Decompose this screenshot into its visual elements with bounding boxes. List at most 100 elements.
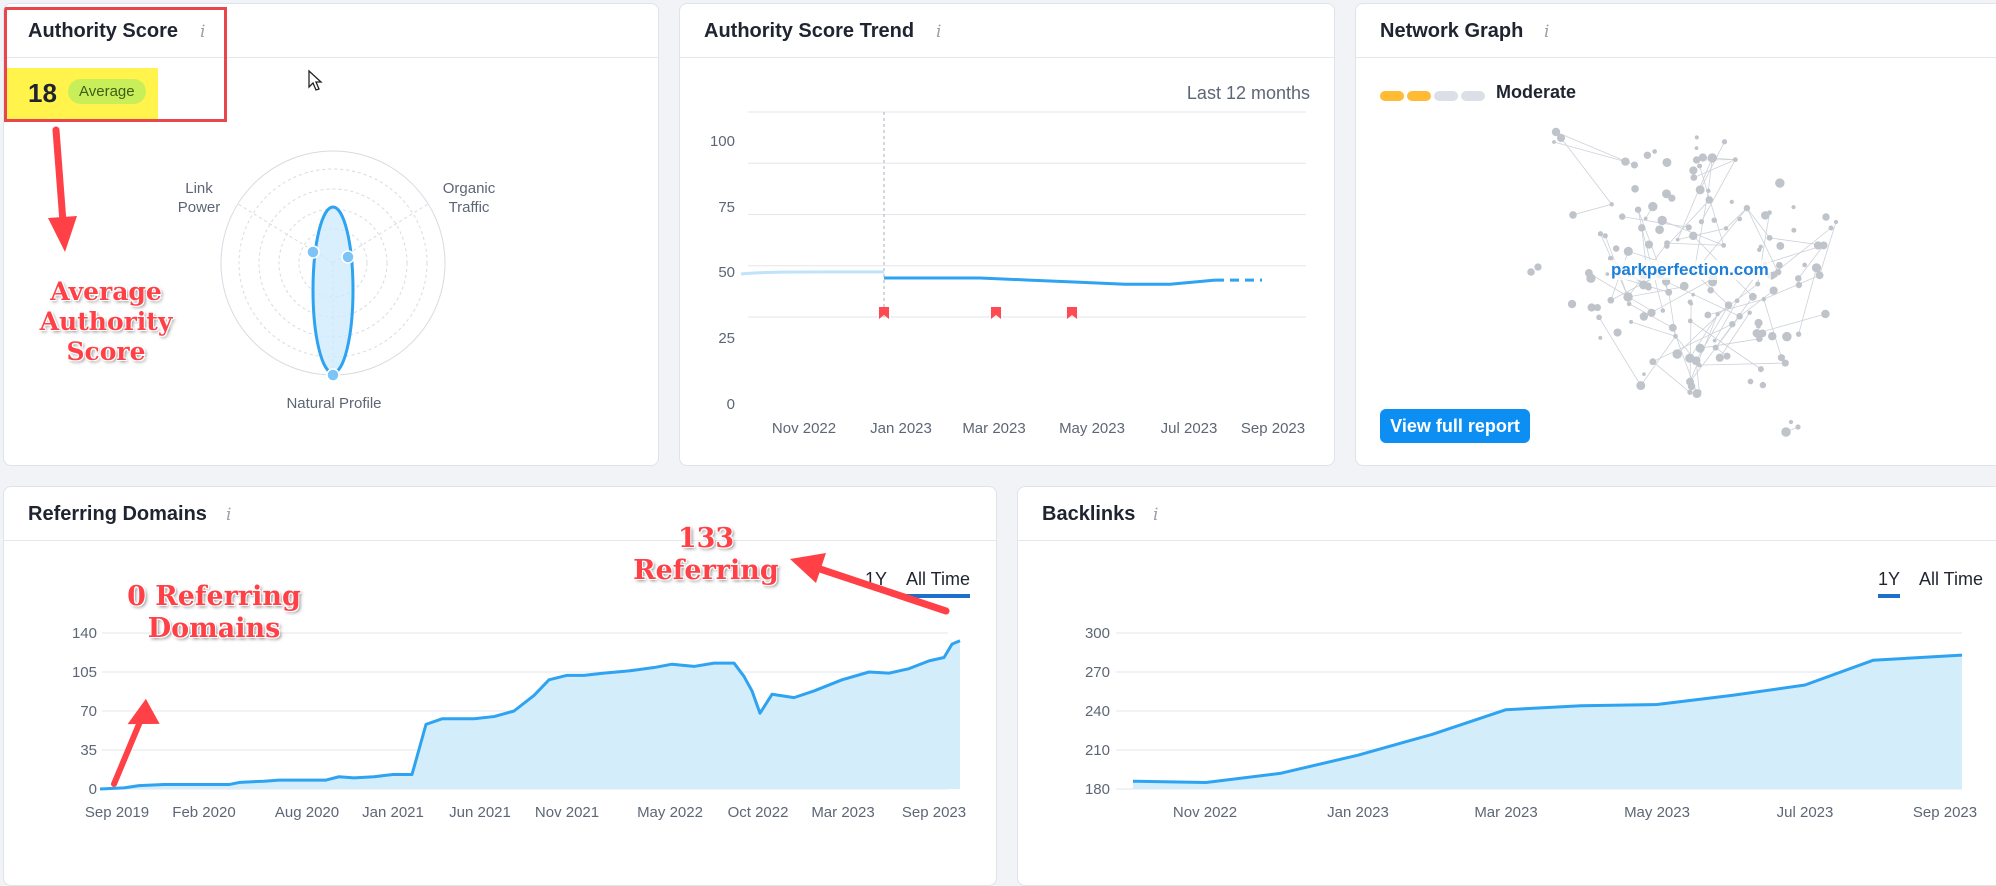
network-edge bbox=[1572, 203, 1612, 216]
range-tab-all-time[interactable]: All Time bbox=[906, 569, 971, 598]
network-node bbox=[1771, 271, 1778, 278]
x-tick: Mar 2023 bbox=[962, 420, 1025, 437]
network-node bbox=[1723, 226, 1729, 231]
backlinks-header: Backlinks i bbox=[1018, 487, 1996, 541]
network-node bbox=[1689, 301, 1694, 306]
annotation-line: Average bbox=[50, 277, 162, 306]
range-tab-1y[interactable]: 1Y bbox=[1878, 569, 1901, 598]
network-node bbox=[1795, 331, 1802, 337]
network-node bbox=[1721, 243, 1727, 248]
network-node bbox=[1758, 329, 1767, 338]
network-node bbox=[1623, 292, 1633, 302]
network-node bbox=[1732, 157, 1738, 163]
y-tick: 240 bbox=[1085, 703, 1110, 720]
backlinks-card: Backlinks i 1Y All Time 300 270 240 210 … bbox=[1017, 486, 1996, 886]
network-graph-card: Network Graph i Moderate parkperfection.… bbox=[1355, 3, 1996, 466]
network-node bbox=[1623, 246, 1633, 256]
average-authority-annotation: Average Authority Score bbox=[26, 277, 186, 367]
authority-trend-title: Authority Score Trend bbox=[704, 20, 915, 42]
y-tick: 25 bbox=[718, 330, 735, 347]
network-node bbox=[1597, 231, 1604, 237]
network-node bbox=[1705, 196, 1714, 204]
network-node bbox=[1552, 140, 1556, 144]
network-node bbox=[1649, 358, 1657, 366]
network-node bbox=[1757, 366, 1764, 373]
network-node bbox=[1643, 216, 1648, 221]
info-icon[interactable]: i bbox=[1153, 505, 1159, 525]
network-node bbox=[1626, 301, 1632, 307]
range-tab-all-time[interactable]: All Time bbox=[1919, 569, 1984, 589]
network-edge bbox=[1797, 245, 1824, 279]
network-domain-label[interactable]: parkperfection.com bbox=[1609, 260, 1771, 280]
radar-label-traffic: Traffic bbox=[449, 199, 490, 216]
network-edge bbox=[1756, 313, 1826, 334]
backlinks-title: Backlinks bbox=[1042, 503, 1136, 525]
annotation-line: 133 bbox=[677, 523, 735, 554]
network-node bbox=[1685, 353, 1695, 363]
zero-referring-annotation: 0 Referring Domains bbox=[116, 581, 312, 646]
network-node bbox=[1729, 199, 1734, 204]
network-node bbox=[1833, 219, 1839, 225]
radar-ring bbox=[298, 228, 368, 298]
y-tick: 75 bbox=[718, 199, 735, 216]
y-tick: 140 bbox=[72, 625, 97, 642]
network-node bbox=[1711, 217, 1717, 223]
network-edge bbox=[1719, 312, 1750, 358]
event-flag-icon bbox=[1067, 307, 1077, 319]
authority-score-card: Authority Score i 18 Average Link Power … bbox=[3, 3, 659, 466]
network-node bbox=[1759, 381, 1767, 389]
x-tick: Mar 2023 bbox=[811, 804, 874, 821]
network-node bbox=[1598, 335, 1603, 340]
network-edge bbox=[1598, 317, 1642, 386]
network-edge bbox=[1677, 227, 1727, 241]
x-tick: Nov 2022 bbox=[1173, 804, 1237, 821]
network-node bbox=[1567, 299, 1577, 309]
network-node bbox=[1668, 323, 1677, 332]
info-icon[interactable]: i bbox=[226, 505, 232, 525]
network-node bbox=[1828, 225, 1834, 231]
level-segment bbox=[1380, 91, 1404, 101]
network-graph[interactable] bbox=[1526, 122, 1866, 452]
network-node bbox=[1775, 178, 1785, 188]
network-node bbox=[1811, 263, 1822, 273]
network-node bbox=[1819, 241, 1828, 250]
network-node bbox=[1766, 234, 1773, 241]
network-node bbox=[1618, 213, 1626, 220]
network-edge bbox=[1699, 362, 1786, 366]
network-node bbox=[1821, 309, 1830, 319]
y-tick: 210 bbox=[1085, 742, 1110, 759]
authority-score-value: 18 bbox=[28, 78, 57, 108]
network-node bbox=[1657, 215, 1667, 226]
trend-series-line-past bbox=[740, 270, 884, 276]
network-node bbox=[1822, 213, 1830, 221]
network-node bbox=[1712, 338, 1717, 343]
network-node bbox=[1752, 328, 1762, 338]
network-node bbox=[1698, 219, 1705, 225]
network-node bbox=[1647, 308, 1656, 317]
network-edge bbox=[1555, 131, 1635, 166]
network-node bbox=[1698, 153, 1707, 162]
annotation-arrow-down bbox=[48, 126, 77, 252]
info-icon[interactable]: i bbox=[200, 22, 206, 42]
network-node bbox=[1660, 308, 1666, 313]
authority-trend-header: Authority Score Trend i bbox=[680, 4, 1334, 58]
network-edge bbox=[1700, 338, 1760, 349]
x-tick: Jan 2023 bbox=[1327, 804, 1389, 821]
network-node bbox=[1697, 163, 1703, 169]
network-edge bbox=[1588, 272, 1654, 313]
info-icon[interactable]: i bbox=[936, 22, 942, 42]
authority-trend-card: Authority Score Trend i Last 12 months 1… bbox=[679, 3, 1335, 466]
network-node bbox=[1639, 312, 1649, 321]
network-node bbox=[1815, 271, 1824, 280]
authority-score-title: Authority Score bbox=[28, 20, 179, 42]
network-node bbox=[1794, 275, 1802, 282]
network-node bbox=[1756, 323, 1761, 329]
referring-domains-card: Referring Domains i 1Y All Time 140 105 … bbox=[3, 486, 997, 886]
network-edge bbox=[1667, 242, 1724, 246]
view-full-report-button[interactable]: View full report bbox=[1380, 409, 1530, 443]
event-flag-icon bbox=[879, 307, 889, 319]
network-node bbox=[1636, 381, 1646, 391]
info-icon[interactable]: i bbox=[1544, 22, 1550, 42]
network-node bbox=[1648, 201, 1658, 212]
network-node bbox=[1593, 303, 1602, 312]
